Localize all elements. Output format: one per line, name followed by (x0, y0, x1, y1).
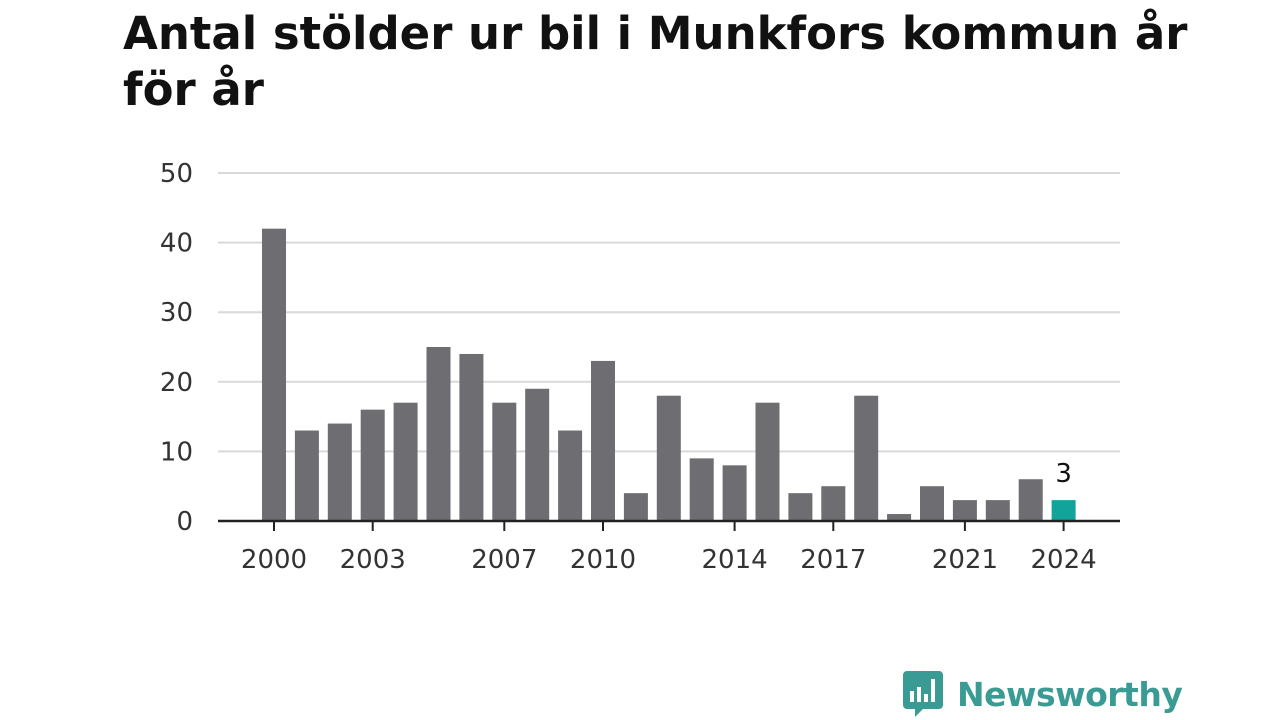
x-tick-label: 2010 (570, 545, 636, 575)
bar-2020 (920, 486, 944, 521)
bar-2019 (887, 514, 912, 521)
bar-2005 (426, 347, 451, 521)
bar-2023 (1018, 479, 1043, 521)
bars (262, 228, 1076, 521)
x-tick-label: 2017 (800, 545, 866, 575)
bar-2000 (262, 228, 286, 521)
bar-2010 (591, 360, 615, 521)
y-tick-label: 20 (160, 368, 193, 398)
bar-2012 (656, 395, 681, 521)
highlight-data-label: 3 (1055, 459, 1072, 489)
bar-2013 (689, 458, 714, 521)
bar-2018 (854, 395, 879, 521)
newsworthy-logo: Newsworthy (903, 670, 1183, 718)
y-tick-label: 10 (160, 437, 193, 467)
bar-2001 (294, 430, 319, 521)
bar-2017 (821, 486, 846, 521)
bar-2003 (360, 409, 385, 521)
bar-2015 (755, 402, 780, 521)
data-labels: 3 (1055, 459, 1072, 489)
x-tick-label: 2000 (241, 545, 307, 575)
y-tick-label: 0 (176, 507, 193, 537)
y-tick-label: 40 (160, 229, 193, 259)
bar-2014 (722, 465, 747, 521)
bar-2007 (492, 402, 517, 521)
bar-2004 (393, 402, 418, 521)
bar-2006 (459, 353, 484, 521)
bar-2002 (327, 423, 352, 521)
x-tick-label: 2024 (1031, 545, 1097, 575)
bar-2024 (1051, 500, 1076, 521)
x-tick-label: 2021 (932, 545, 998, 575)
x-tick-label: 2014 (702, 545, 768, 575)
y-tick-label: 30 (160, 298, 193, 328)
bar-2011 (623, 493, 648, 521)
y-axis-tick-labels: 0 10 20 30 40 50 (160, 159, 193, 537)
newsworthy-wordmark: Newsworthy (957, 674, 1183, 714)
x-tick-label: 2007 (471, 545, 537, 575)
bar-2009 (558, 430, 583, 521)
newsworthy-chart-bubble-icon (903, 671, 943, 717)
bar-2008 (525, 388, 550, 521)
x-tick-label: 2003 (340, 545, 406, 575)
x-axis-tick-labels: 2000 2003 2007 2010 2014 2017 2021 2024 (241, 545, 1097, 575)
bar-2021 (952, 500, 977, 521)
chart-title: Antal stölder ur bil i Munkfors kommun å… (123, 7, 1188, 116)
x-axis (218, 519, 1120, 531)
bar-2022 (985, 500, 1010, 521)
y-tick-label: 50 (160, 159, 193, 189)
bar-2016 (788, 493, 813, 521)
